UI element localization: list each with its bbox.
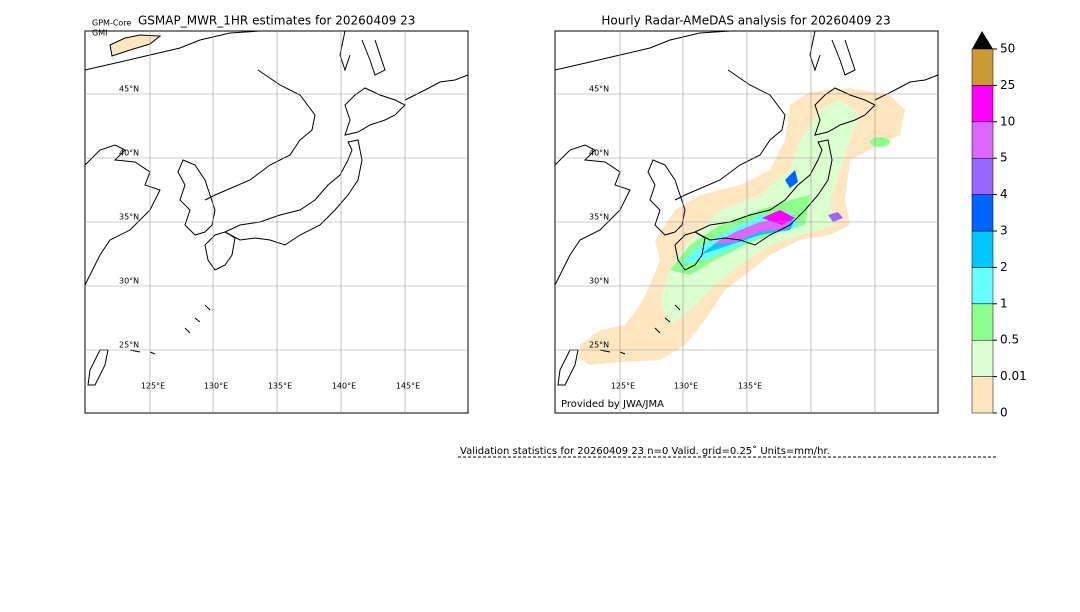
left-map: 45°N 40°N 35°N 30°N 25°N 125°E 130°E 135°E 140°E… bbox=[84, 14, 469, 414]
map-title: Hourly Radar-AMeDAS analysis for 2026040… bbox=[601, 14, 890, 28]
colorbar-extend bbox=[972, 31, 993, 49]
colorbar-segment bbox=[971, 303, 994, 341]
colorbar-label: 50 bbox=[1000, 42, 1015, 56]
lat-label: 35°N bbox=[589, 213, 609, 222]
rain-area bbox=[109, 34, 162, 57]
lat-label: 30°N bbox=[589, 277, 609, 286]
colorbar-label: 0.01 bbox=[1000, 369, 1027, 383]
colorbar-label: 2 bbox=[1000, 260, 1008, 274]
colorbar-label: 10 bbox=[1000, 114, 1015, 128]
colorbar-segment bbox=[971, 85, 994, 123]
lat-label: 45°N bbox=[119, 85, 139, 94]
validation-text: Validation statistics for 20260409 23 n=… bbox=[460, 445, 830, 457]
colorbar-segment bbox=[971, 194, 994, 232]
map-title: GSMAP_MWR_1HR estimates for 20260409 23 bbox=[138, 14, 415, 28]
colorbar-segment bbox=[971, 376, 994, 414]
colorbar-label: 4 bbox=[1000, 187, 1008, 201]
lat-label: 35°N bbox=[119, 213, 139, 222]
colorbar-label: 0.5 bbox=[1000, 333, 1019, 347]
lat-label: 30°N bbox=[119, 277, 139, 286]
lat-label: 25°N bbox=[589, 341, 609, 350]
colorbar-label: 1 bbox=[1000, 296, 1008, 310]
graticule: 45°N 40°N 35°N 30°N 25°N 125°E 130°E 135°E bbox=[555, 31, 938, 413]
lat-label: 40°N bbox=[589, 149, 609, 158]
colorbar: 0 0.01 0.5 1 2 3 4 5 10 25 50 bbox=[971, 31, 1027, 420]
colorbar-segment bbox=[971, 267, 994, 305]
right-map: 45°N 40°N 35°N 30°N 25°N 125°E 130°E 135°E Hour… bbox=[554, 14, 939, 414]
colorbar-segment bbox=[971, 48, 994, 86]
lat-label: 25°N bbox=[119, 341, 139, 350]
colorbar-segment bbox=[971, 230, 994, 268]
colorbar-label: 25 bbox=[1000, 78, 1015, 92]
lon-label: 125°E bbox=[141, 382, 165, 391]
lon-label: 130°E bbox=[204, 382, 228, 391]
lon-label: 125°E bbox=[611, 382, 635, 391]
colorbar-segment bbox=[971, 157, 994, 195]
lon-label: 135°E bbox=[738, 382, 762, 391]
lon-label: 130°E bbox=[674, 382, 698, 391]
satellite-label: GPM-Core bbox=[92, 19, 131, 28]
lon-label: 135°E bbox=[268, 382, 292, 391]
lon-label: 145°E bbox=[396, 382, 420, 391]
sensor-label: GMI bbox=[92, 29, 107, 38]
colorbar-label: 3 bbox=[1000, 224, 1008, 238]
lon-label: 140°E bbox=[332, 382, 356, 391]
credit: Provided by JWA/JMA bbox=[561, 399, 664, 410]
colorbar-segment bbox=[971, 121, 994, 159]
colorbar-segment bbox=[971, 339, 994, 377]
lat-label: 45°N bbox=[589, 85, 609, 94]
colorbar-label: 0 bbox=[1000, 406, 1008, 420]
lat-label: 40°N bbox=[119, 149, 139, 158]
colorbar-label: 5 bbox=[1000, 151, 1008, 165]
graticule: 45°N 40°N 35°N 30°N 25°N 125°E 130°E 135°E 140°E… bbox=[85, 31, 468, 413]
